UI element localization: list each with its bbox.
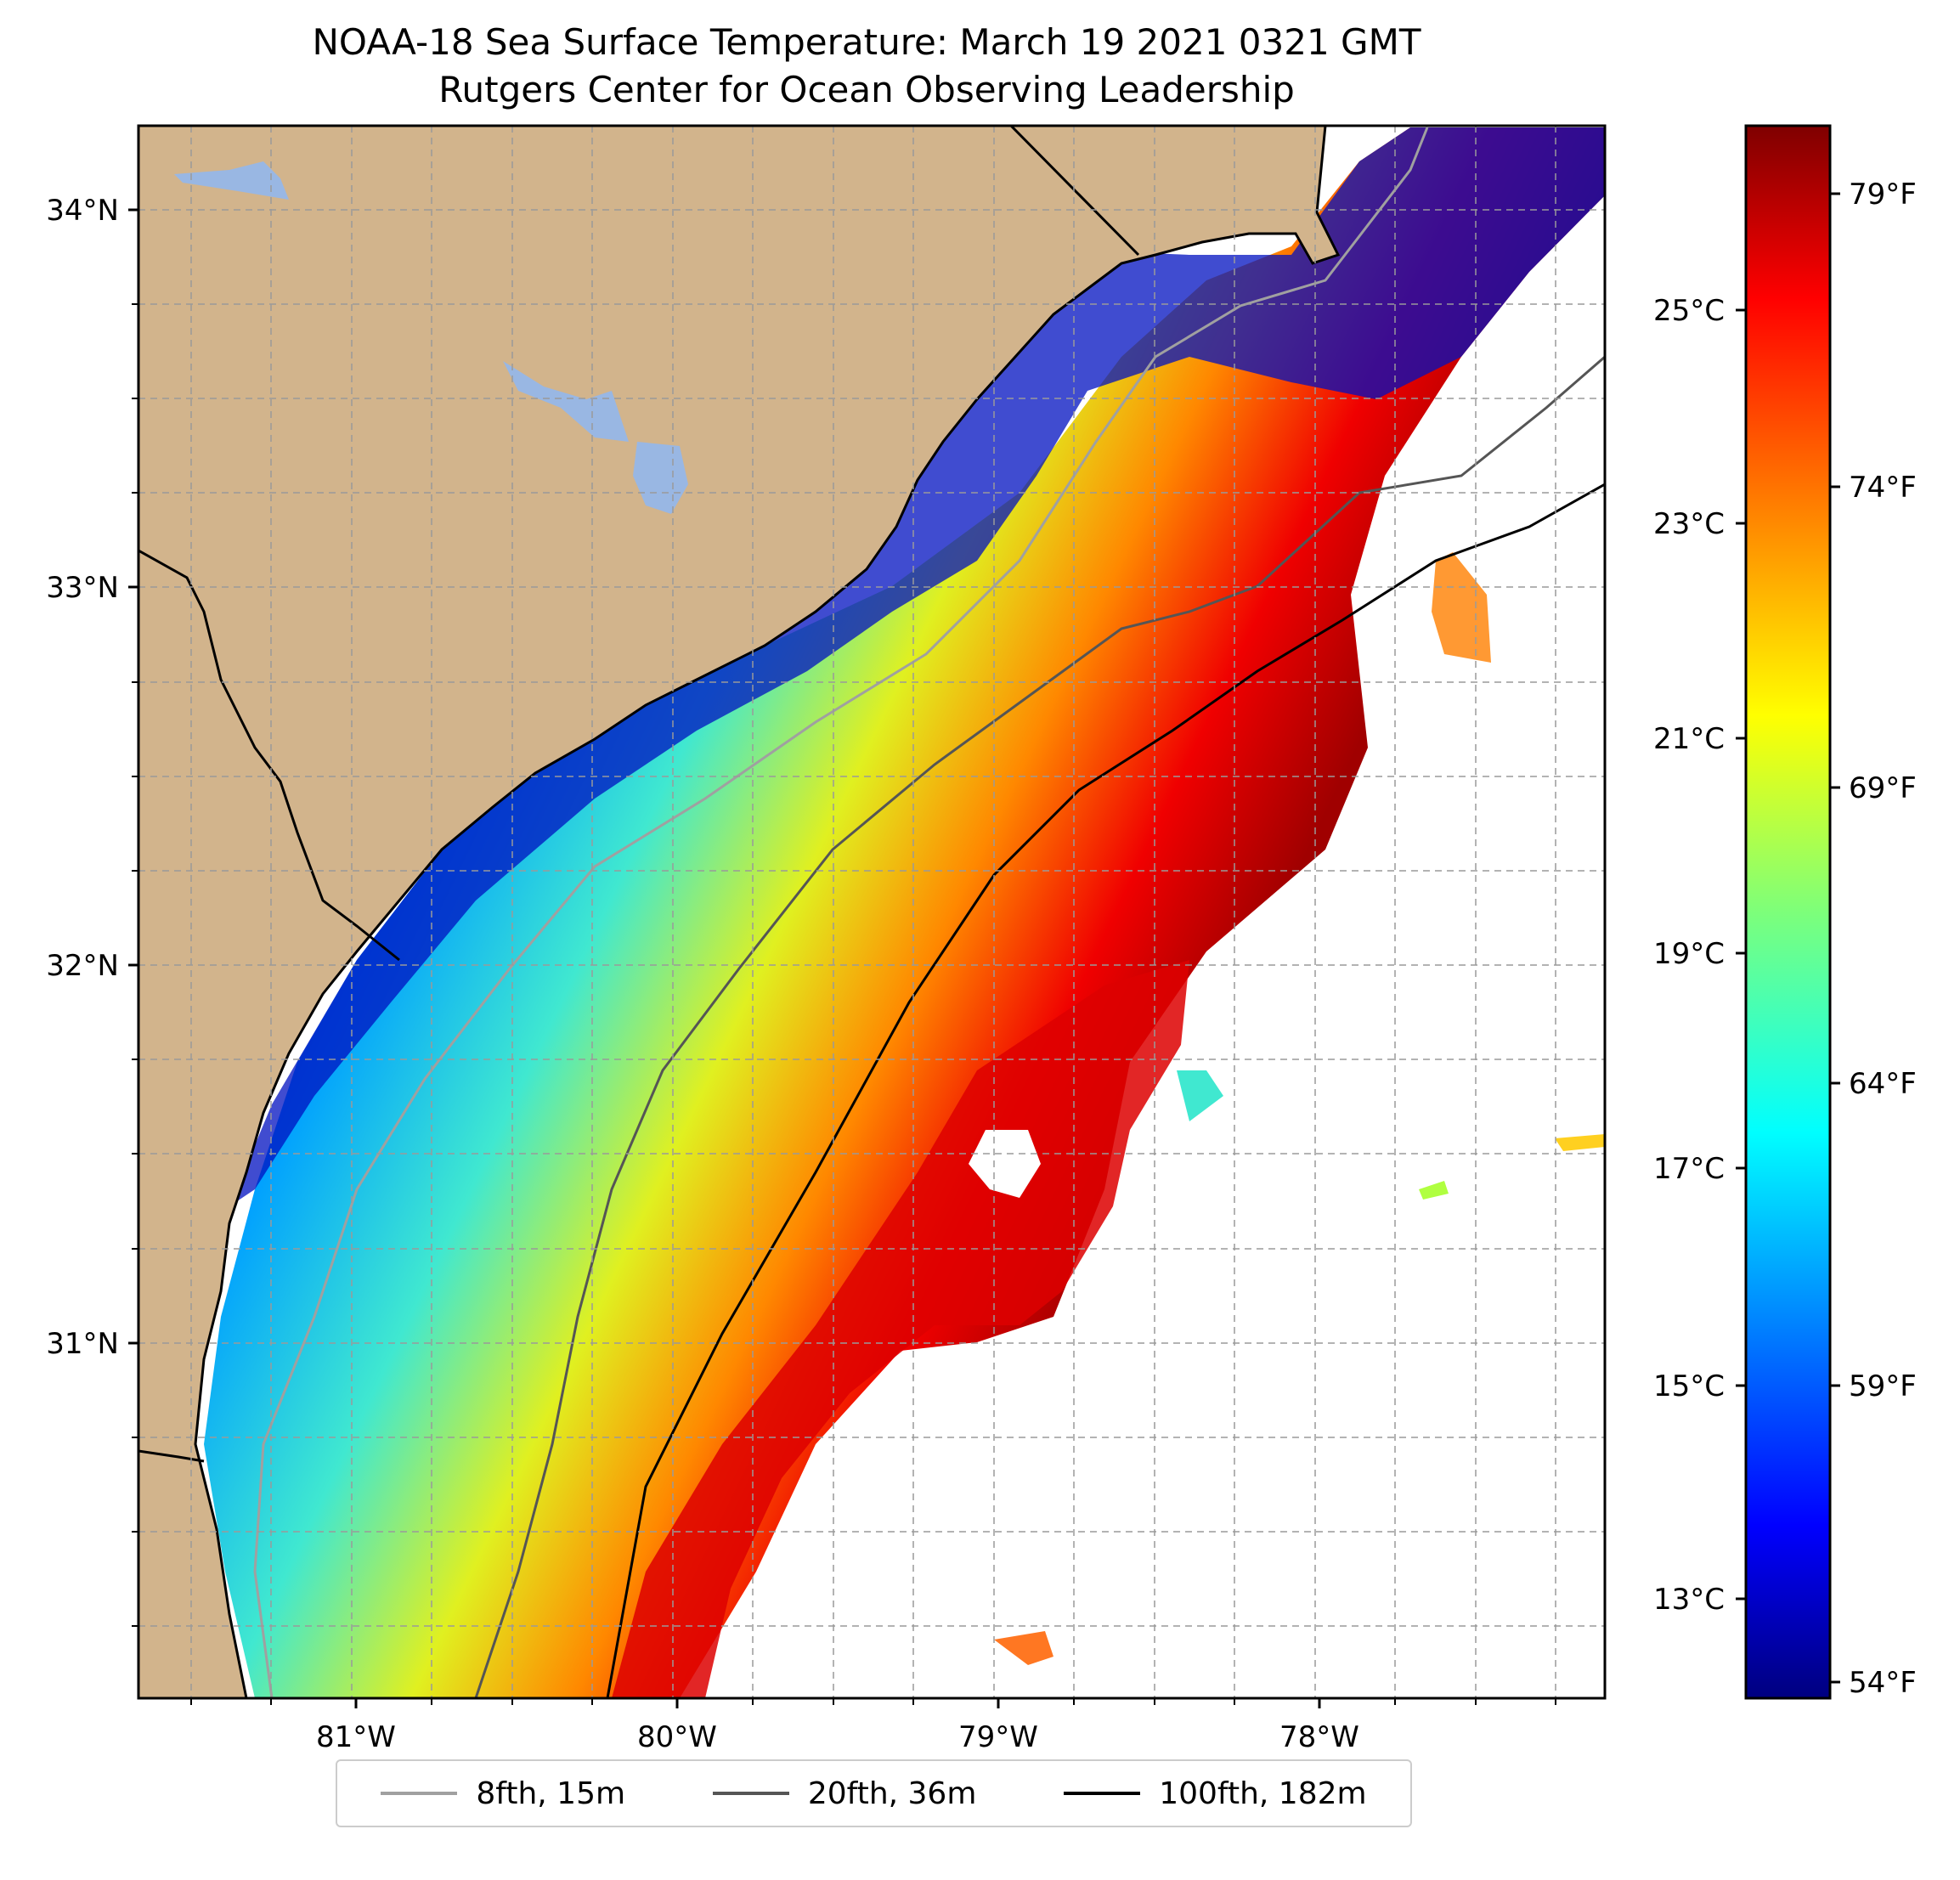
colorbar-ticks (1736, 192, 1840, 1684)
sst-patch (1432, 552, 1491, 663)
colorbar-fahrenheit-label: 59°F (1849, 1369, 1917, 1403)
colorbar-celsius-label: 13°C (1653, 1583, 1725, 1617)
axis-ticks (128, 208, 1321, 1708)
sst-patch (1419, 1181, 1449, 1200)
isobath-20fth (474, 355, 1605, 1698)
lake (503, 361, 629, 442)
isobath-100fth (606, 483, 1605, 1698)
sst-patch (1177, 1070, 1223, 1121)
colorbar-fahrenheit-label: 79°F (1849, 178, 1917, 212)
colorbar-celsius-label: 23°C (1653, 507, 1725, 541)
gridlines (138, 126, 1605, 1698)
colorbar-fahrenheit-label: 69°F (1849, 771, 1917, 805)
colorbar-fahrenheit-label: 64°F (1849, 1067, 1917, 1101)
legend-label: 100fth, 182m (1159, 1776, 1367, 1811)
axis-minor-ticks (132, 303, 1556, 1705)
lon-label: 79°W (958, 1720, 1038, 1754)
colorbar-celsius-label: 15°C (1653, 1369, 1725, 1403)
data-gap (969, 1130, 1041, 1198)
lat-label: 33°N (46, 571, 119, 605)
legend-swatch (712, 1792, 789, 1795)
legend-label: 8fth, 15m (476, 1776, 626, 1811)
legend-item: 8fth, 15m (381, 1776, 625, 1811)
gulf-stream-core (612, 960, 1189, 1698)
colorbar-fahrenheit-label: 54°F (1849, 1666, 1917, 1700)
map-title: NOAA-18 Sea Surface Temperature: March 1… (312, 21, 1421, 63)
colorbar-celsius-label: 17°C (1653, 1152, 1725, 1186)
sst-field (204, 127, 1605, 1698)
legend-item: 100fth, 182m (1064, 1776, 1367, 1811)
legend-swatch (1064, 1792, 1141, 1795)
state-border (1009, 126, 1140, 257)
sst-patch (994, 1631, 1053, 1665)
legend-swatch (381, 1792, 458, 1795)
isobath-legend: 8fth, 15m 20fth, 36m 100fth, 182m (336, 1759, 1412, 1827)
lon-label: 78°W (1279, 1720, 1359, 1754)
sst-patch (1555, 1134, 1605, 1151)
legend-item: 20fth, 36m (712, 1776, 977, 1811)
colorbar-celsius-label: 25°C (1653, 294, 1725, 328)
map-subtitle: Rutgers Center for Ocean Observing Leade… (438, 69, 1295, 110)
colorbar-celsius-label: 21°C (1653, 722, 1725, 756)
lat-label: 32°N (46, 949, 119, 983)
legend-label: 20fth, 36m (807, 1776, 977, 1811)
map-frame (137, 124, 1607, 1700)
lat-label: 31°N (46, 1327, 119, 1361)
lon-label: 80°W (637, 1720, 717, 1754)
colorbar-celsius-label: 19°C (1653, 937, 1725, 971)
lake (633, 442, 688, 514)
colorbar (1744, 124, 1832, 1700)
state-border (138, 549, 400, 962)
land-mass (138, 126, 1341, 1698)
state-border (138, 1449, 205, 1463)
lake (174, 161, 289, 200)
isobath-8fth (253, 127, 1429, 1698)
colorbar-fahrenheit-label: 74°F (1849, 471, 1917, 505)
lat-label: 34°N (46, 194, 119, 228)
lon-label: 81°W (316, 1720, 396, 1754)
